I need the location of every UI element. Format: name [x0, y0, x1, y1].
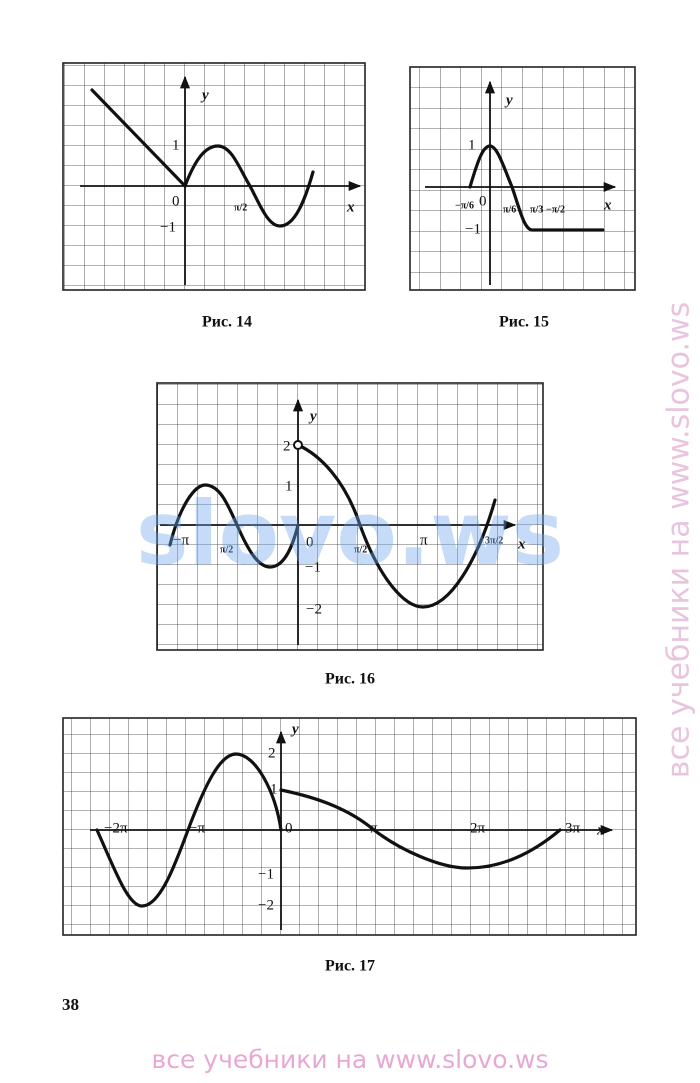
- tick-label: 1: [468, 137, 476, 153]
- tick-label: −π/2: [546, 204, 565, 215]
- tick-label: −1: [465, 221, 481, 237]
- page-number: 38: [62, 995, 79, 1014]
- watermark: все учебники на www.slovo.ws: [152, 1045, 549, 1074]
- tick-label: 2π: [470, 820, 486, 836]
- axis-label: y: [290, 721, 299, 737]
- tick-label: 1: [270, 781, 278, 797]
- curve: [468, 144, 605, 232]
- grid: [62, 62, 366, 291]
- grid: [62, 717, 637, 936]
- figure-17: y x 2 1 0 −1 −2 −2π −π π 2π 3π Рис. 17: [62, 717, 637, 975]
- caption: Рис. 16: [325, 671, 375, 688]
- axis-label: x: [517, 536, 526, 552]
- tick-label: π/6: [503, 204, 516, 215]
- tick-label: 0: [479, 193, 487, 209]
- tick-label: −2: [258, 897, 274, 913]
- tick-label: 2: [268, 745, 276, 761]
- figure-15: y x −π/6 0 π/6 π/3 −π/2 1 −1 Рис. 15: [409, 66, 636, 331]
- watermark: slovo.ws: [136, 482, 564, 585]
- tick-label: 2: [283, 438, 291, 454]
- tick-label: −2: [306, 601, 322, 617]
- caption: Рис. 17: [325, 958, 375, 975]
- axis-label: y: [308, 408, 317, 424]
- curve: [279, 788, 562, 870]
- tick-label: π/2: [220, 544, 233, 555]
- grid: [156, 382, 544, 651]
- axis-label: x: [346, 199, 355, 215]
- caption: Рис. 15: [499, 314, 549, 331]
- curve: [168, 483, 300, 569]
- tick-label: −1: [258, 866, 274, 882]
- tick-label: 0: [285, 820, 293, 836]
- figure-14: y x 0 1 −1 π/2 Рис. 14: [62, 62, 366, 331]
- tick-label: 0: [306, 534, 314, 550]
- tick-label: 1: [172, 137, 180, 153]
- tick-label: 1: [285, 478, 293, 494]
- curve: [90, 88, 315, 228]
- tick-label: π: [420, 532, 428, 548]
- tick-label: 0: [172, 193, 180, 209]
- curve: [95, 752, 283, 908]
- tick-label: π/2: [234, 202, 247, 213]
- watermark: все учебники на www.slovo.ws: [662, 302, 697, 778]
- tick-label: 3π: [565, 820, 581, 836]
- figure-16: y x 2 1 0 −1 −2 −π π/2 π/2 π 3π/2 Рис. 1…: [156, 382, 544, 688]
- tick-label: −1: [305, 559, 321, 575]
- tick-label: π/3: [530, 204, 543, 215]
- tick-label: π/2: [354, 544, 367, 555]
- tick-label: −π/6: [455, 200, 474, 211]
- open-point: [293, 440, 303, 450]
- curve: [296, 443, 497, 609]
- tick-label: 3π/2: [485, 535, 503, 546]
- tick-label: −π: [189, 820, 205, 836]
- tick-label: −1: [160, 219, 176, 235]
- axis-label: x: [603, 197, 612, 213]
- grid: [409, 66, 636, 291]
- axis-label: x: [596, 822, 605, 838]
- caption: Рис. 14: [202, 314, 252, 331]
- tick-label: π: [370, 820, 378, 836]
- tick-label: −π: [173, 532, 189, 548]
- tick-label: −2π: [104, 820, 128, 836]
- axis-label: y: [200, 87, 209, 103]
- axis-label: y: [504, 92, 513, 108]
